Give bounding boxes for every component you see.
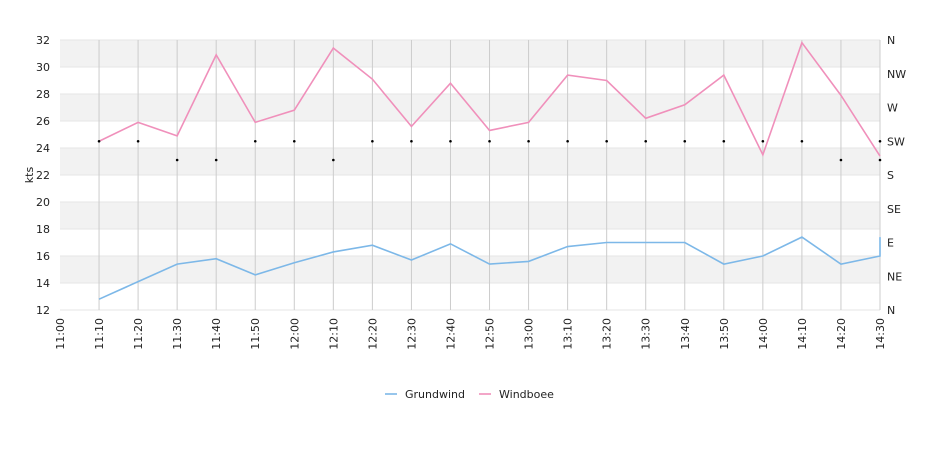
y-tick-label: 30 xyxy=(36,61,50,74)
direction-point xyxy=(292,139,296,143)
x-tick-label: 11:30 xyxy=(171,318,184,350)
direction-tick-label: SE xyxy=(887,203,901,216)
x-tick-label: 14:30 xyxy=(874,318,887,350)
legend-label: Windboee xyxy=(499,388,554,401)
y-axis-label: kts xyxy=(23,167,36,184)
direction-point xyxy=(722,139,726,143)
grid-band xyxy=(60,40,880,67)
direction-point xyxy=(97,139,101,143)
x-axis-ticks: 11:00 11:10 11:20 11:30 11:40 11:50 12:00 12:10… xyxy=(54,318,887,350)
direction-point xyxy=(566,139,569,143)
series-line-grundwind xyxy=(98,236,881,300)
direction-point xyxy=(410,139,413,143)
x-tick-label: 12:40 xyxy=(444,318,457,350)
y-tick-label: 22 xyxy=(36,169,50,182)
direction-point xyxy=(878,139,882,143)
x-tick-label: 11:40 xyxy=(210,318,223,350)
x-tick-label: 11:20 xyxy=(132,318,145,350)
wind-direction-markers xyxy=(97,139,882,162)
y-tick-label: 20 xyxy=(36,196,50,209)
grid-band xyxy=(60,283,880,310)
y-tick-label: 28 xyxy=(36,88,50,101)
grid-band xyxy=(60,256,880,283)
legend-label: Grundwind xyxy=(405,388,465,401)
direction-tick-label: N xyxy=(887,34,895,47)
direction-point xyxy=(136,139,140,143)
direction-point xyxy=(605,139,608,143)
direction-point xyxy=(878,158,882,162)
direction-point xyxy=(175,158,179,162)
x-tick-label: 13:20 xyxy=(601,318,614,350)
y-tick-label: 14 xyxy=(36,277,50,290)
direction-point xyxy=(761,139,765,143)
series-line-windboee xyxy=(98,41,881,157)
x-tick-label: 13:00 xyxy=(523,318,536,350)
y-axis-ticks: 12 14 16 18 20 22 24 26 28 30 32 xyxy=(36,34,50,317)
legend: Grundwind Windboee xyxy=(385,388,554,401)
right-axis-direction-ticks: N NE E SE S SW W NW N xyxy=(887,34,906,317)
direction-tick-label: N xyxy=(887,304,895,317)
x-tick-label: 11:50 xyxy=(249,318,262,350)
direction-point xyxy=(214,158,218,162)
grid-band xyxy=(60,121,880,148)
direction-tick-label: W xyxy=(887,102,898,115)
direction-point xyxy=(800,139,804,143)
y-tick-label: 24 xyxy=(36,142,50,155)
direction-point xyxy=(449,139,452,143)
vertical-gridlines xyxy=(98,40,881,310)
x-tick-label: 12:20 xyxy=(366,318,379,350)
direction-point xyxy=(488,139,491,143)
x-tick-label: 13:50 xyxy=(718,318,731,350)
grid-band xyxy=(60,202,880,229)
grid-band xyxy=(60,229,880,256)
direction-point xyxy=(332,158,335,162)
x-tick-label: 12:00 xyxy=(288,318,301,350)
x-tick-label: 12:30 xyxy=(405,318,418,350)
direction-point xyxy=(253,139,257,143)
x-tick-label: 12:10 xyxy=(327,318,340,350)
x-tick-label: 14:00 xyxy=(757,318,770,350)
direction-point xyxy=(839,158,843,162)
direction-point xyxy=(644,139,648,143)
x-tick-label: 12:50 xyxy=(484,318,497,350)
series-lines xyxy=(98,41,881,300)
grid-band xyxy=(60,175,880,202)
direction-tick-label: SW xyxy=(887,135,905,148)
direction-tick-label: S xyxy=(887,169,894,182)
x-tick-label: 13:40 xyxy=(679,318,692,350)
x-tick-label: 14:10 xyxy=(796,318,809,350)
grid-band xyxy=(60,67,880,94)
x-tick-label: 13:10 xyxy=(562,318,575,350)
x-tick-label: 14:20 xyxy=(835,318,848,350)
y-tick-label: 12 xyxy=(36,304,50,317)
direction-point xyxy=(527,139,530,143)
y-tick-label: 32 xyxy=(36,34,50,47)
plot-background-bands xyxy=(60,39,880,311)
direction-point xyxy=(683,139,687,143)
y-tick-label: 18 xyxy=(36,223,50,236)
x-tick-label: 13:30 xyxy=(640,318,653,350)
x-tick-label: 11:00 xyxy=(54,318,67,350)
direction-tick-label: NW xyxy=(887,68,906,81)
grid-band xyxy=(60,148,880,175)
direction-tick-label: E xyxy=(887,237,894,250)
direction-point xyxy=(371,139,374,143)
direction-tick-label: NE xyxy=(887,270,902,283)
y-tick-label: 26 xyxy=(36,115,50,128)
y-tick-label: 16 xyxy=(36,250,50,263)
x-tick-label: 11:10 xyxy=(93,318,106,350)
